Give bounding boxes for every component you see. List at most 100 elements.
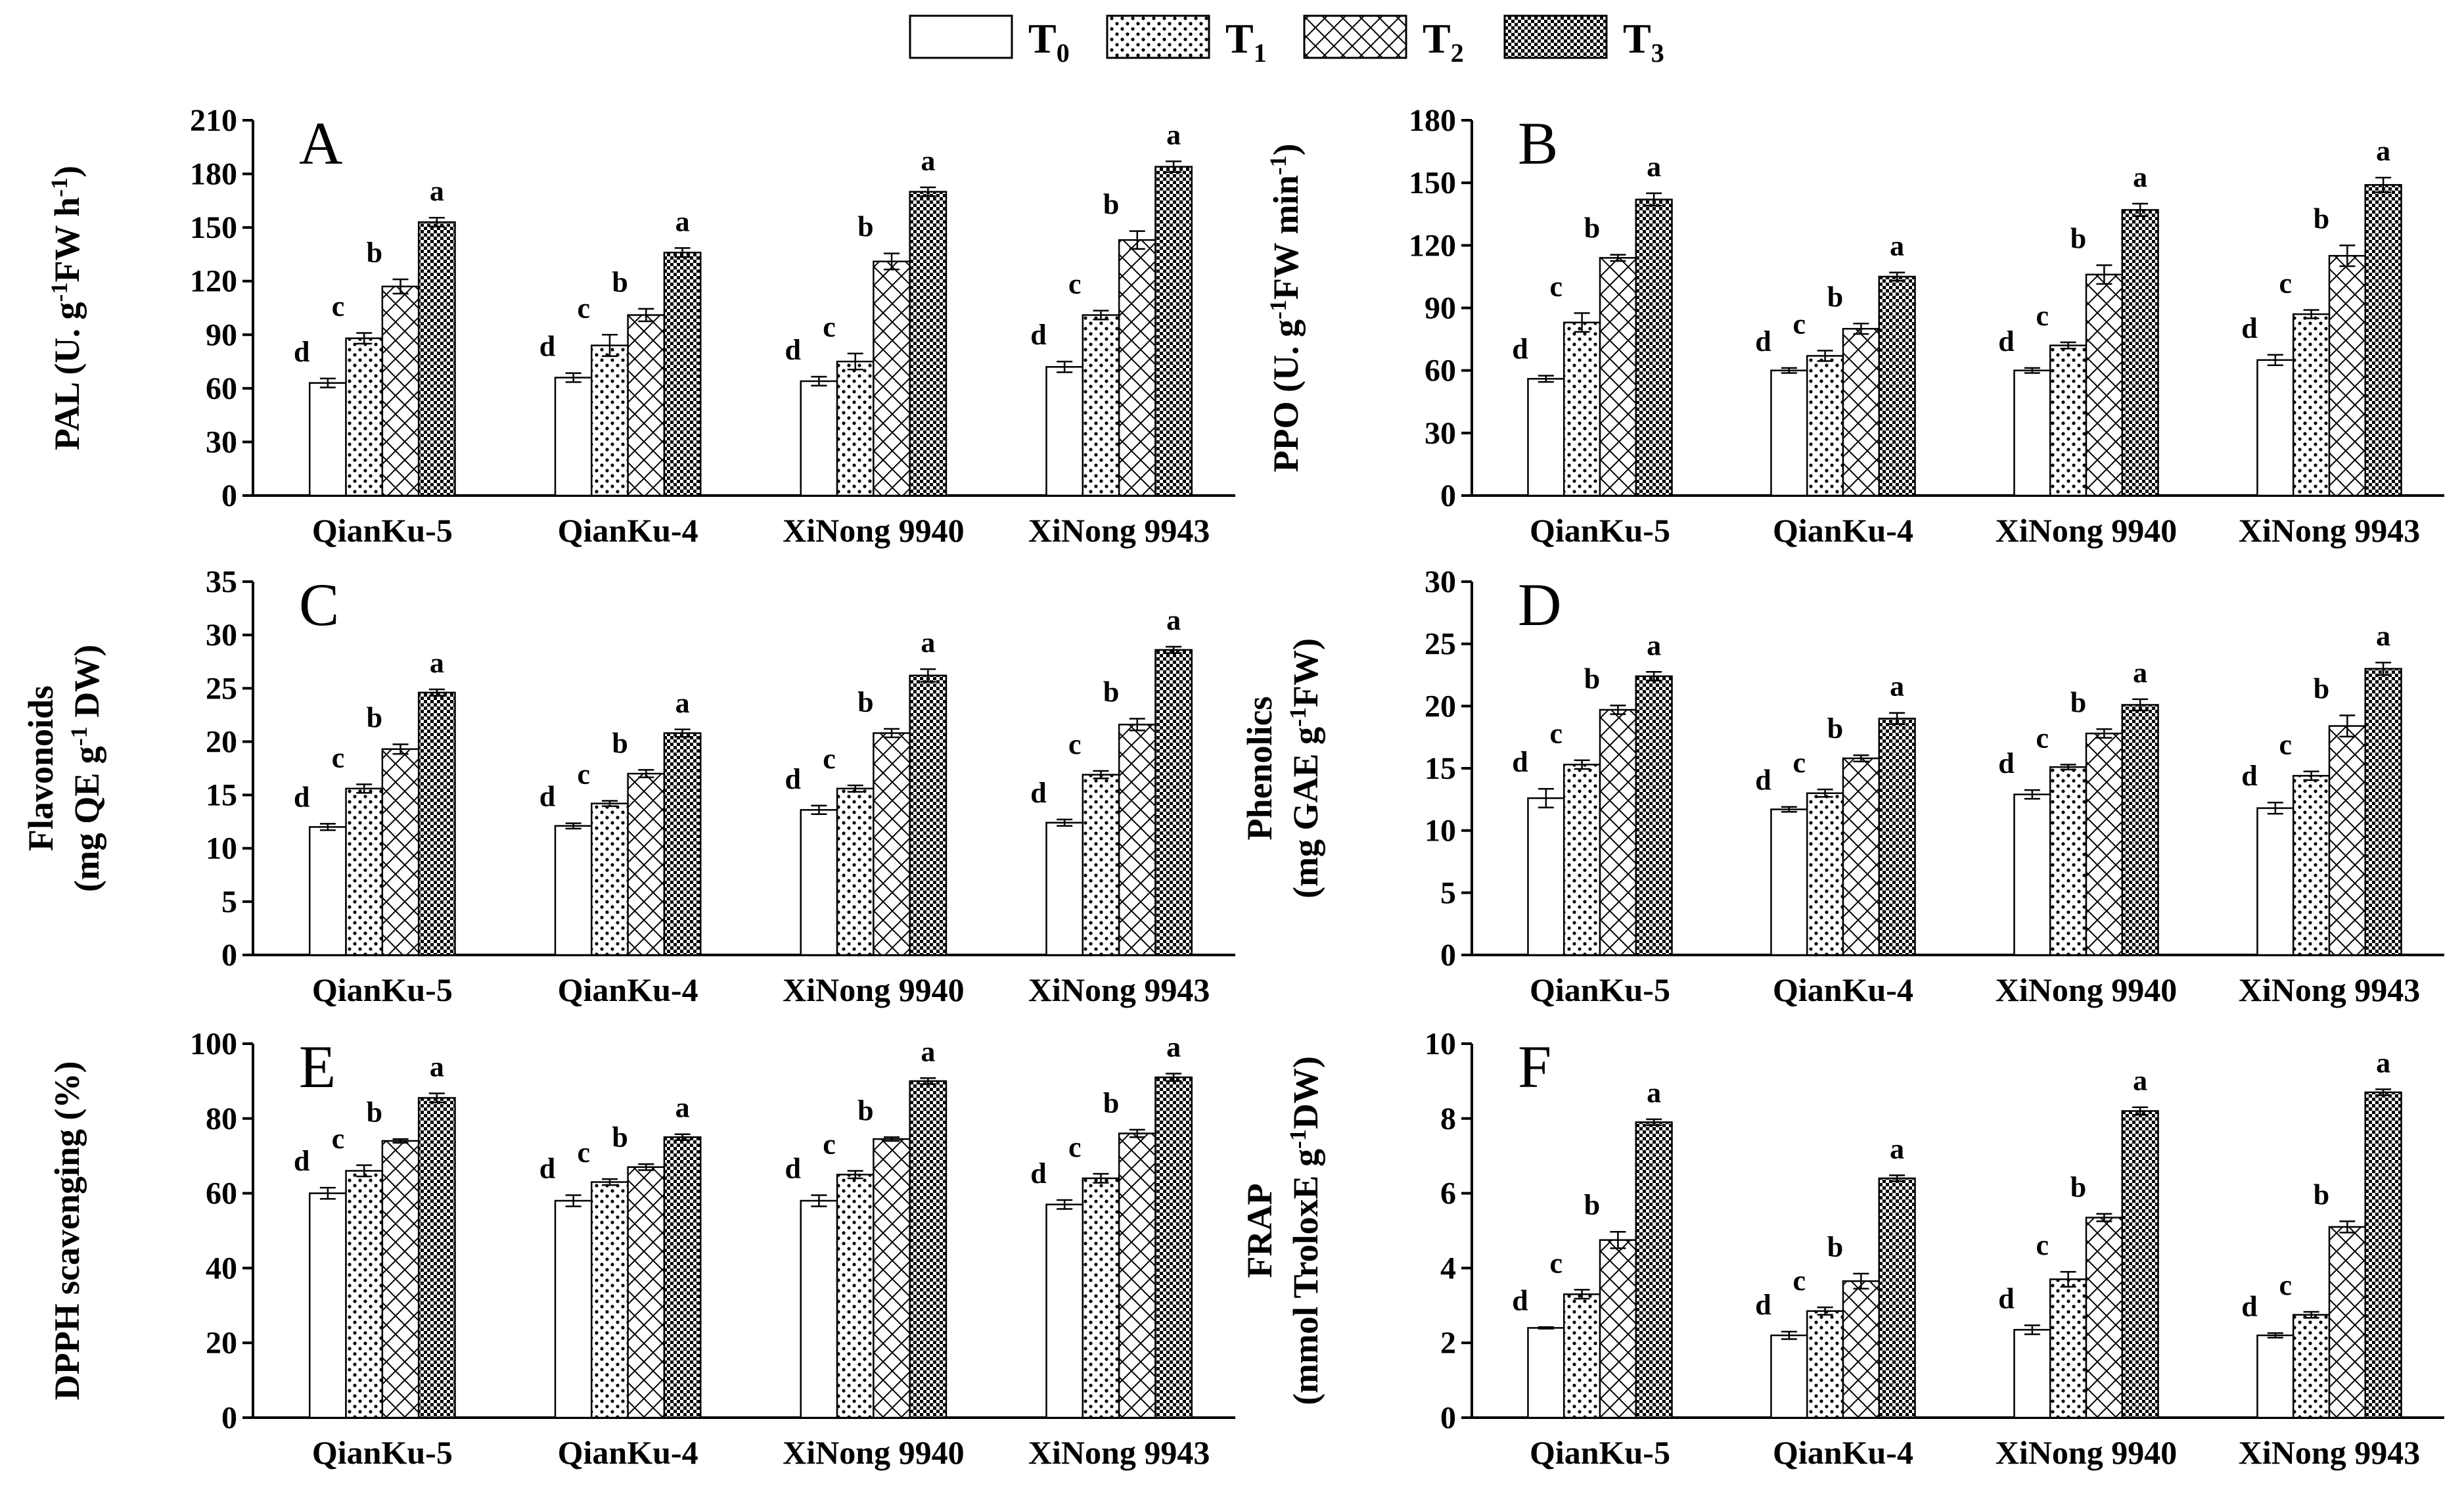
- significance-label: a: [921, 145, 935, 177]
- category-group: dcb a QianKu-5: [1512, 629, 1673, 1008]
- y-tick-label: 4: [1440, 1251, 1456, 1286]
- significance-label: b: [2314, 673, 2329, 705]
- significance-label: a: [2376, 135, 2390, 167]
- bar-T2: [2328, 725, 2367, 956]
- significance-label: b: [612, 1121, 627, 1153]
- bar-T2: [1599, 1239, 1637, 1419]
- bar-T2: [2085, 732, 2124, 956]
- significance-label: d: [2241, 1290, 2257, 1322]
- y-tick-label: 100: [190, 1027, 237, 1061]
- bar-T2: [381, 285, 420, 497]
- significance-label: a: [430, 175, 444, 207]
- category-group: dcb a XiNong 9943: [2239, 135, 2420, 549]
- significance-label: a: [1166, 119, 1181, 151]
- x-category-label: XiNong 9943: [1028, 1434, 1210, 1471]
- bar-T1: [2049, 766, 2088, 956]
- significance-label: c: [1068, 1131, 1082, 1163]
- x-category-label: QianKu-5: [1530, 971, 1670, 1008]
- bar-T1: [836, 1173, 875, 1419]
- legend-swatch-T2: [1303, 14, 1407, 59]
- bar-T2: [1118, 1132, 1156, 1419]
- significance-label: d: [785, 763, 801, 795]
- bar-T2: [2085, 273, 2124, 497]
- significance-label: a: [1647, 151, 1661, 183]
- significance-label: b: [2314, 1178, 2329, 1211]
- category-group: dcb a QianKu-5: [294, 647, 456, 1008]
- bar-T3: [1635, 198, 1673, 497]
- y-tick-label: 0: [221, 1401, 237, 1435]
- y-axis-unit: (mg GAE g-1FW): [1285, 638, 1325, 898]
- y-tick-label: 90: [1425, 291, 1456, 326]
- significance-label: b: [612, 727, 627, 759]
- x-category-label: QianKu-4: [558, 971, 698, 1008]
- x-category-label: XiNong 9943: [1028, 971, 1210, 1008]
- significance-label: a: [430, 1051, 444, 1083]
- y-tick-label: 2: [1440, 1326, 1456, 1360]
- y-tick-label: 210: [190, 103, 237, 138]
- category-group: dcb a QianKu-4: [539, 687, 702, 1008]
- significance-label: a: [675, 1092, 690, 1124]
- y-tick-label: 120: [1409, 228, 1456, 263]
- significance-label: b: [1827, 281, 1843, 313]
- significance-label: d: [1030, 777, 1046, 809]
- bar-T0: [2256, 1334, 2294, 1419]
- bar-T2: [873, 1138, 911, 1419]
- significance-label: a: [1166, 604, 1181, 636]
- bar-T0: [1045, 365, 1084, 497]
- y-tick-label: 15: [206, 778, 237, 813]
- bar-T0: [800, 809, 838, 956]
- significance-label: b: [612, 266, 627, 298]
- y-tick-label: 0: [1440, 478, 1456, 513]
- y-tick-label: 60: [1425, 354, 1456, 388]
- bar-T1: [591, 802, 629, 956]
- significance-label: b: [1103, 189, 1119, 221]
- x-category-label: QianKu-5: [312, 1434, 453, 1471]
- legend-swatch-T0: [909, 14, 1013, 59]
- y-tick-label: 0: [221, 478, 237, 513]
- significance-label: d: [2241, 760, 2257, 792]
- bar-T0: [1527, 1327, 1565, 1419]
- significance-label: d: [1030, 1157, 1046, 1190]
- bar-T0: [1527, 797, 1565, 956]
- bar-T0: [2013, 369, 2051, 497]
- significance-label: c: [332, 290, 345, 323]
- significance-label: d: [539, 781, 555, 813]
- bar-T3: [909, 674, 947, 956]
- bar-T3: [2121, 1110, 2159, 1419]
- significance-label: c: [1792, 308, 1806, 340]
- bar-T3: [1878, 1177, 1916, 1419]
- bar-T2: [1842, 1280, 1881, 1419]
- x-category-label: QianKu-5: [312, 512, 453, 549]
- significance-label: b: [367, 701, 382, 733]
- significance-label: a: [2133, 1065, 2147, 1097]
- legend-swatch-T3: [1503, 14, 1608, 59]
- bar-T0: [308, 382, 347, 497]
- y-tick-label: 90: [206, 317, 237, 352]
- x-category-label: XiNong 9943: [2239, 971, 2420, 1008]
- significance-label: b: [857, 1094, 873, 1126]
- significance-label: b: [1103, 1087, 1119, 1119]
- significance-label: a: [2376, 620, 2390, 652]
- significance-label: c: [823, 743, 836, 775]
- category-group: dcb a QianKu-5: [294, 1051, 456, 1471]
- significance-label: b: [1103, 676, 1119, 708]
- significance-label: b: [2070, 222, 2086, 254]
- significance-label: c: [1068, 268, 1082, 300]
- bar-T1: [836, 360, 875, 497]
- significance-label: c: [1549, 1247, 1563, 1279]
- significance-label: c: [823, 1128, 836, 1160]
- bar-T1: [591, 1181, 629, 1419]
- significance-label: b: [1584, 1189, 1600, 1221]
- y-tick-label: 180: [1409, 103, 1456, 138]
- x-category-label: QianKu-5: [312, 971, 453, 1008]
- significance-label: d: [294, 781, 309, 813]
- significance-label: b: [367, 237, 382, 269]
- bar-T0: [2013, 793, 2051, 956]
- bar-T1: [1806, 792, 1844, 956]
- bar-T2: [1599, 708, 1637, 956]
